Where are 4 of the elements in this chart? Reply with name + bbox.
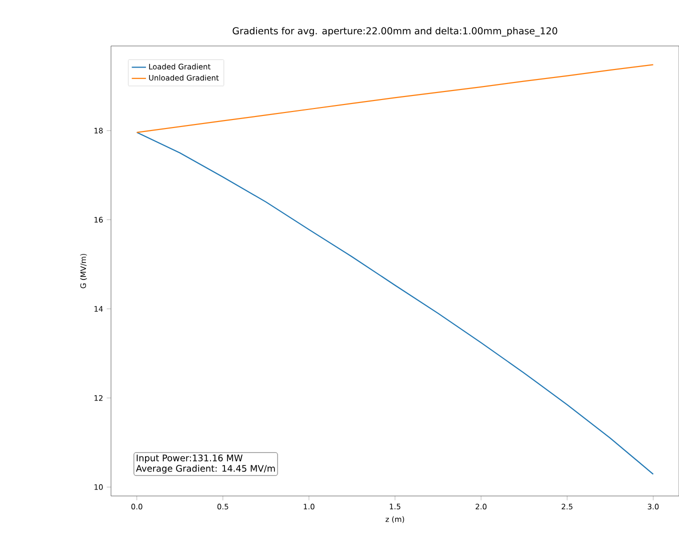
annotation: Input Power:131.16 MW — [136, 454, 242, 464]
annotation: Average Gradient: 14.45 MV/m — [136, 464, 275, 474]
chart-title: Gradients for avg. aperture:22.00mm and delta:1.00mm_phase_120 — [232, 27, 558, 36]
line-series — [136, 132, 654, 475]
